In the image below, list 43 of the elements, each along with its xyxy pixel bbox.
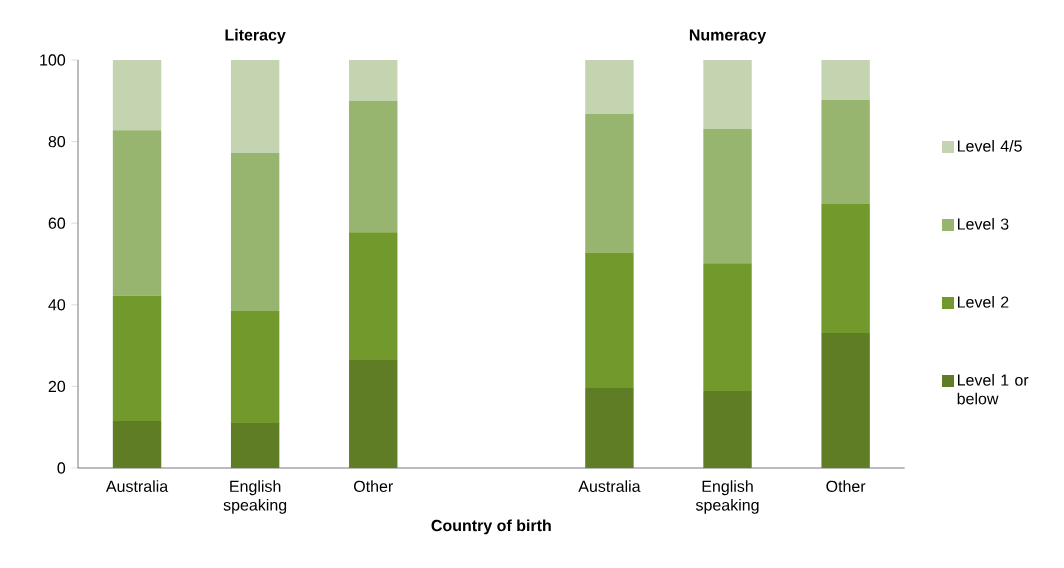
- bar: [230, 423, 280, 468]
- text: Literacy: [225, 28, 286, 44]
- y-tick-label: 20: [48, 380, 66, 393]
- x-tick-label: Australia: [578, 480, 641, 493]
- bar: [112, 59, 162, 131]
- bar: [703, 263, 752, 391]
- text: Numeracy: [689, 29, 767, 44]
- x-tick-label: English speaking: [223, 480, 287, 514]
- bar: [112, 295, 162, 422]
- bar: [349, 359, 398, 468]
- bar: [703, 390, 752, 468]
- bar: [349, 100, 398, 233]
- y-tick-label: 100: [40, 54, 66, 66]
- x-tick-label: English speaking: [695, 480, 759, 514]
- y-tick-label: 60: [48, 217, 66, 229]
- x-tick-label: Other: [353, 480, 393, 493]
- legend-label: Level 1 or below: [957, 374, 1029, 405]
- bar: [821, 99, 870, 205]
- bar: [585, 113, 634, 253]
- bar: [349, 59, 398, 101]
- x-tick-label: Australia: [105, 480, 169, 493]
- legend-label: Level 2: [957, 296, 1009, 308]
- bar: [585, 59, 634, 114]
- y-tick-label: 40: [48, 299, 66, 311]
- bar: [585, 388, 634, 468]
- bar: [112, 421, 162, 468]
- bar: [821, 204, 870, 333]
- bar: [703, 128, 752, 264]
- legend-label: Level 4/5: [957, 140, 1022, 152]
- y-tick-label: 0: [57, 462, 66, 474]
- bar: [230, 153, 280, 311]
- bar: [230, 310, 280, 424]
- bar: [349, 232, 398, 360]
- legend-label: Level 3: [957, 218, 1009, 230]
- bar: [821, 332, 870, 468]
- x-tick-label: Other: [826, 480, 866, 493]
- bar: [112, 130, 162, 296]
- bar: [821, 59, 870, 100]
- bar: [703, 59, 752, 129]
- x-axis-title: Country of birth: [431, 519, 551, 535]
- bar: [585, 252, 634, 389]
- y-tick-label: 80: [48, 135, 66, 148]
- bar: [230, 59, 280, 154]
